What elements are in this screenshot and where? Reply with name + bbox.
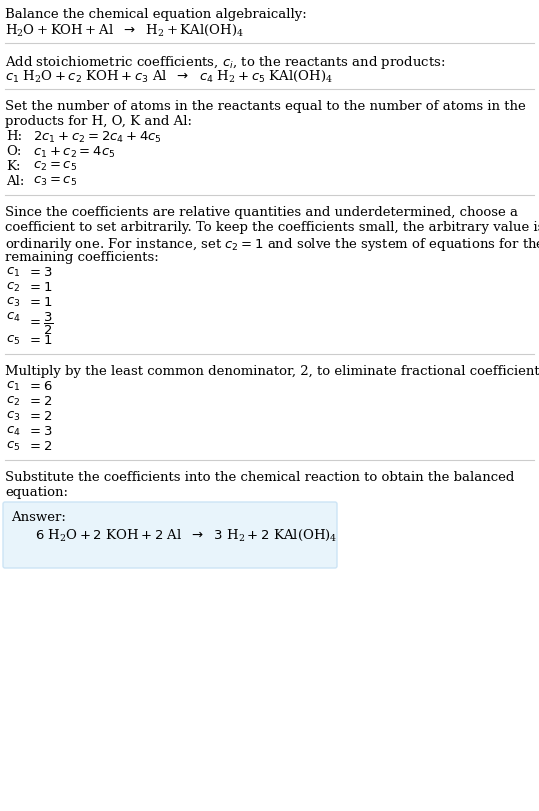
Text: $= 3$: $= 3$: [27, 266, 53, 279]
Text: $c_1 + c_2 = 4 c_5$: $c_1 + c_2 = 4 c_5$: [33, 145, 115, 160]
Text: $\mathregular{H_2O + KOH + Al}$  $\rightarrow$  $\mathregular{H_2 + KAl(OH)_4}$: $\mathregular{H_2O + KOH + Al}$ $\righta…: [5, 23, 244, 38]
Text: $c_5$: $c_5$: [6, 333, 20, 346]
Text: $c_4$: $c_4$: [6, 424, 20, 438]
Text: $= 1$: $= 1$: [27, 296, 52, 309]
Text: $c_3$: $c_3$: [6, 296, 20, 309]
Text: Balance the chemical equation algebraically:: Balance the chemical equation algebraica…: [5, 8, 307, 21]
Text: $c_2$: $c_2$: [6, 394, 20, 408]
Text: $c_4$: $c_4$: [6, 311, 20, 324]
Text: coefficient to set arbitrarily. To keep the coefficients small, the arbitrary va: coefficient to set arbitrarily. To keep …: [5, 221, 539, 234]
Text: $= 2$: $= 2$: [27, 440, 52, 453]
Text: H:: H:: [6, 130, 22, 143]
Text: Answer:: Answer:: [11, 510, 66, 523]
FancyBboxPatch shape: [3, 502, 337, 569]
Text: $c_5$: $c_5$: [6, 440, 20, 453]
Text: $= \dfrac{3}{2}$: $= \dfrac{3}{2}$: [27, 311, 54, 337]
Text: $2 c_1 + c_2 = 2 c_4 + 4 c_5$: $2 c_1 + c_2 = 2 c_4 + 4 c_5$: [33, 130, 162, 145]
Text: $= 2$: $= 2$: [27, 394, 52, 407]
Text: remaining coefficients:: remaining coefficients:: [5, 251, 159, 264]
Text: $6\ \mathregular{H_2O} + 2\ \mathregular{KOH} + 2\ \mathregular{Al}$  $\rightarr: $6\ \mathregular{H_2O} + 2\ \mathregular…: [35, 527, 337, 543]
Text: Multiply by the least common denominator, 2, to eliminate fractional coefficient: Multiply by the least common denominator…: [5, 365, 539, 378]
Text: ordinarily one. For instance, set $c_2 = 1$ and solve the system of equations fo: ordinarily one. For instance, set $c_2 =…: [5, 236, 539, 253]
Text: Since the coefficients are relative quantities and underdetermined, choose a: Since the coefficients are relative quan…: [5, 206, 518, 219]
Text: Set the number of atoms in the reactants equal to the number of atoms in the: Set the number of atoms in the reactants…: [5, 100, 526, 113]
Text: $c_1$: $c_1$: [6, 380, 20, 393]
Text: Substitute the coefficients into the chemical reaction to obtain the balanced: Substitute the coefficients into the che…: [5, 470, 514, 483]
Text: $= 3$: $= 3$: [27, 424, 53, 437]
Text: products for H, O, K and Al:: products for H, O, K and Al:: [5, 115, 192, 128]
Text: $c_2 = c_5$: $c_2 = c_5$: [33, 160, 77, 173]
Text: Add stoichiometric coefficients, $c_i$, to the reactants and products:: Add stoichiometric coefficients, $c_i$, …: [5, 54, 445, 71]
Text: $= 1$: $= 1$: [27, 281, 52, 294]
Text: $= 1$: $= 1$: [27, 333, 52, 346]
Text: Al:: Al:: [6, 175, 24, 188]
Text: $c_1\ \mathregular{H_2O} + c_2\ \mathregular{KOH} + c_3\ \mathregular{Al}$  $\ri: $c_1\ \mathregular{H_2O} + c_2\ \mathreg…: [5, 69, 333, 84]
Text: $= 2$: $= 2$: [27, 410, 52, 423]
Text: K:: K:: [6, 160, 20, 173]
Text: $c_1$: $c_1$: [6, 266, 20, 279]
Text: $c_3$: $c_3$: [6, 410, 20, 423]
Text: O:: O:: [6, 145, 22, 158]
Text: $c_3 = c_5$: $c_3 = c_5$: [33, 175, 77, 188]
Text: $c_2$: $c_2$: [6, 281, 20, 294]
Text: $= 6$: $= 6$: [27, 380, 53, 393]
Text: equation:: equation:: [5, 486, 68, 499]
